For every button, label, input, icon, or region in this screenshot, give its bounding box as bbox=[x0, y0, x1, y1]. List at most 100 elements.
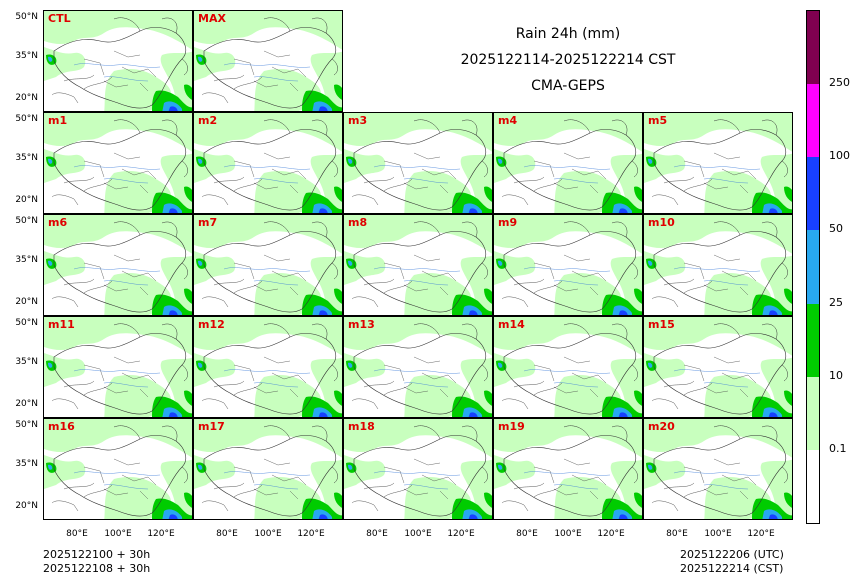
panel-m1: m1 bbox=[43, 112, 193, 214]
panel-m15: m15 bbox=[643, 316, 793, 418]
lon-label: 100°E bbox=[704, 529, 732, 539]
panel-label: m8 bbox=[348, 216, 368, 229]
title-variable: Rain 24h (mm) bbox=[515, 26, 621, 42]
lat-label: 50°N bbox=[15, 318, 38, 328]
panel-m16: m16 bbox=[43, 418, 193, 520]
lat-label: 20°N bbox=[15, 195, 38, 205]
map-canvas bbox=[44, 215, 192, 315]
colorbar bbox=[806, 10, 820, 524]
lon-label: 100°E bbox=[554, 529, 582, 539]
lon-label: 120°E bbox=[597, 529, 625, 539]
lon-label: 80°E bbox=[666, 529, 688, 539]
panel-label: m11 bbox=[48, 318, 75, 331]
colorbar-segment bbox=[807, 157, 819, 231]
colorbar-tick-label: 0.1 bbox=[829, 441, 847, 455]
panel-label: m17 bbox=[198, 420, 225, 433]
panel-m20: m20 bbox=[643, 418, 793, 520]
panel-m9: m9 bbox=[493, 214, 643, 316]
lat-label: 50°N bbox=[15, 12, 38, 22]
map-canvas bbox=[194, 215, 342, 315]
lon-label: 80°E bbox=[366, 529, 388, 539]
panel-label: m12 bbox=[198, 318, 225, 331]
lat-label: 20°N bbox=[15, 399, 38, 409]
lat-label: 20°N bbox=[15, 501, 38, 511]
panel-m11: m11 bbox=[43, 316, 193, 418]
map-canvas bbox=[44, 419, 192, 519]
panel-label: m3 bbox=[348, 114, 368, 127]
panel-label: m5 bbox=[648, 114, 668, 127]
map-canvas bbox=[344, 317, 492, 417]
lon-label: 80°E bbox=[66, 529, 88, 539]
lon-label: 120°E bbox=[447, 529, 475, 539]
footer-init-cst: 2025122108 + 30h bbox=[43, 562, 151, 575]
panel-label: m13 bbox=[348, 318, 375, 331]
lat-label: 35°N bbox=[15, 51, 38, 61]
panel-m2: m2 bbox=[193, 112, 343, 214]
panel-label: m2 bbox=[198, 114, 218, 127]
panel-m17: m17 bbox=[193, 418, 343, 520]
map-canvas bbox=[644, 113, 792, 213]
panel-label: m18 bbox=[348, 420, 375, 433]
panel-max: MAX bbox=[193, 10, 343, 112]
colorbar-segment bbox=[807, 449, 819, 523]
panel-label: m16 bbox=[48, 420, 75, 433]
map-canvas bbox=[194, 419, 342, 519]
panel-m7: m7 bbox=[193, 214, 343, 316]
panel-m5: m5 bbox=[643, 112, 793, 214]
map-canvas bbox=[344, 419, 492, 519]
lat-label: 20°N bbox=[15, 297, 38, 307]
colorbar-segment bbox=[807, 11, 819, 85]
panel-m3: m3 bbox=[343, 112, 493, 214]
lat-label: 35°N bbox=[15, 459, 38, 469]
lon-label: 100°E bbox=[404, 529, 432, 539]
footer-init-utc: 2025122100 + 30h bbox=[43, 548, 151, 561]
panel-label: m1 bbox=[48, 114, 68, 127]
title-period: 2025122114-2025122214 CST bbox=[460, 52, 676, 68]
lon-label: 120°E bbox=[147, 529, 175, 539]
lon-label: 100°E bbox=[254, 529, 282, 539]
colorbar-tick-label: 250 bbox=[829, 76, 850, 90]
lon-label: 120°E bbox=[747, 529, 775, 539]
panel-label: m19 bbox=[498, 420, 525, 433]
panel-label: m7 bbox=[198, 216, 218, 229]
colorbar-tick-label: 50 bbox=[829, 222, 843, 236]
panel-label: m10 bbox=[648, 216, 675, 229]
map-canvas bbox=[194, 11, 342, 111]
map-canvas bbox=[494, 215, 642, 315]
panel-label: m4 bbox=[498, 114, 518, 127]
lat-label: 35°N bbox=[15, 357, 38, 367]
map-canvas bbox=[344, 215, 492, 315]
lat-label: 50°N bbox=[15, 216, 38, 226]
map-canvas bbox=[644, 419, 792, 519]
panel-m4: m4 bbox=[493, 112, 643, 214]
footer-valid-utc: 2025122206 (UTC) bbox=[680, 548, 784, 561]
lat-label: 50°N bbox=[15, 420, 38, 430]
map-canvas bbox=[644, 317, 792, 417]
map-canvas bbox=[494, 419, 642, 519]
lon-label: 120°E bbox=[297, 529, 325, 539]
colorbar-segment bbox=[807, 303, 819, 377]
map-canvas bbox=[344, 113, 492, 213]
panel-label: m15 bbox=[648, 318, 675, 331]
panel-m19: m19 bbox=[493, 418, 643, 520]
panel-m12: m12 bbox=[193, 316, 343, 418]
panel-label: m14 bbox=[498, 318, 525, 331]
lon-label: 80°E bbox=[516, 529, 538, 539]
panel-label: m6 bbox=[48, 216, 68, 229]
colorbar-tick-label: 100 bbox=[829, 149, 850, 163]
panel-label: m9 bbox=[498, 216, 518, 229]
map-canvas bbox=[494, 113, 642, 213]
panel-m8: m8 bbox=[343, 214, 493, 316]
colorbar-segment bbox=[807, 84, 819, 158]
map-canvas bbox=[494, 317, 642, 417]
colorbar-segment bbox=[807, 376, 819, 450]
panel-label: MAX bbox=[198, 12, 226, 25]
title-model: CMA-GEPS bbox=[531, 78, 605, 94]
panel-m18: m18 bbox=[343, 418, 493, 520]
map-canvas bbox=[644, 215, 792, 315]
map-canvas bbox=[44, 317, 192, 417]
lon-label: 80°E bbox=[216, 529, 238, 539]
map-canvas bbox=[44, 113, 192, 213]
panel-m13: m13 bbox=[343, 316, 493, 418]
colorbar-tick-label: 25 bbox=[829, 295, 843, 309]
